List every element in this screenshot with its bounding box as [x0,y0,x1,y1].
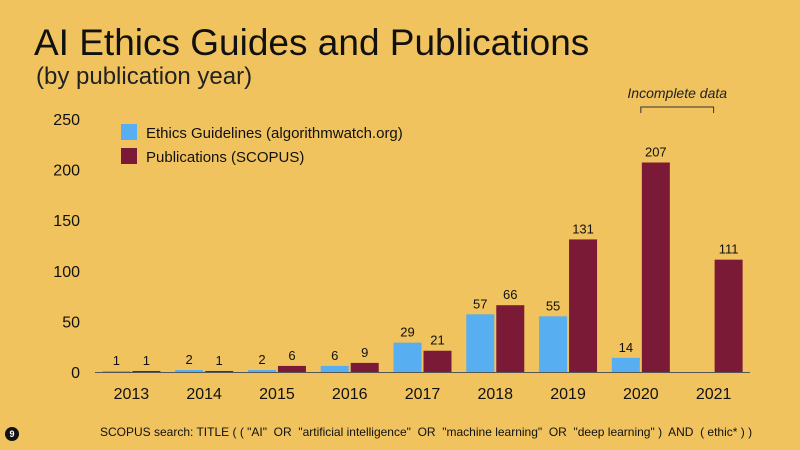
x-axis: 2013 2014 2015 2016 2017 2018 2019 2020 2021 [95,372,750,403]
publications-bar-2020 [641,162,670,372]
x-tick-label: 2021 [696,386,732,403]
legend-label: Ethics Guidelines (algorithmwatch.org) [146,125,403,142]
guidelines-bar-2015 [247,369,276,372]
data-label: 131 [572,221,594,236]
publications-bar-2019 [569,239,598,372]
guidelines-bar-2013 [102,370,131,372]
data-label: 55 [546,298,560,313]
guidelines-bar-2014 [175,369,204,372]
y-tick-label: 100 [53,264,80,281]
data-label: 66 [503,287,517,302]
data-label: 6 [288,348,295,363]
legend: Ethics Guidelines (algorithmwatch.org) Pu… [121,124,403,166]
guidelines-bar-2018 [466,314,495,372]
y-tick-label: 50 [62,314,80,331]
data-label: 2 [186,352,193,367]
data-label: 57 [473,296,487,311]
data-label: 21 [430,333,444,348]
data-label: 1 [113,353,120,368]
x-tick-label: 2016 [332,386,368,403]
data-label: 6 [331,348,338,363]
publications-bar-2015 [277,365,306,372]
publications-bar-2017 [423,350,452,372]
footnote: SCOPUS search: TITLE ( ( "AI" OR "artifi… [100,425,753,439]
data-label: 1 [216,353,223,368]
bars [102,162,743,372]
data-label: 2 [258,352,265,367]
data-label: 1 [143,353,150,368]
x-tick-label: 2018 [477,386,513,403]
chart-title: AI Ethics Guides and Publications [34,22,590,63]
data-label: 14 [619,340,633,355]
data-label: 207 [645,145,667,160]
chart-subtitle: (by publication year) [36,63,253,90]
x-tick-label: 2013 [114,386,150,403]
y-tick-label: 150 [53,213,80,230]
data-label: 9 [361,345,368,360]
publications-bar-2016 [350,362,379,372]
guidelines-bar-2019 [539,316,568,372]
y-tick-label: 250 [53,112,80,129]
slide-number: 9 [5,427,19,441]
legend-label: Publications (SCOPUS) [146,149,304,166]
x-tick-label: 2017 [405,386,441,403]
y-tick-label: 0 [71,365,80,382]
incomplete-data-annotation: Incomplete data [627,85,727,113]
publications-bar-2014 [205,370,234,372]
x-tick-label: 2014 [186,386,222,403]
data-label: 111 [719,242,739,257]
y-axis: 0 50 100 150 200 250 [53,112,80,382]
guidelines-bar-2017 [393,342,422,372]
guidelines-bar-2020 [611,357,640,372]
publications-bar-2018 [496,305,525,372]
guidelines-bar-2016 [320,365,349,372]
annotation-label: Incomplete data [627,85,727,101]
x-tick-label: 2019 [550,386,586,403]
data-label: 29 [400,325,414,340]
publications-bar-2013 [132,370,161,372]
x-tick-label: 2015 [259,386,295,403]
publications-bar-2021 [714,259,743,372]
legend-swatch [121,124,137,140]
annotation-bracket [640,106,715,113]
y-tick-label: 200 [53,163,80,180]
legend-swatch [121,148,137,164]
x-tick-label: 2020 [623,386,659,403]
